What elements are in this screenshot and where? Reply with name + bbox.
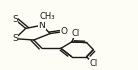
Text: S: S (12, 15, 18, 24)
Text: N: N (39, 21, 45, 30)
Text: O: O (60, 27, 67, 36)
Text: CH₃: CH₃ (40, 12, 55, 21)
Text: Cl: Cl (72, 29, 80, 38)
Text: S: S (12, 34, 18, 43)
Text: Cl: Cl (89, 59, 97, 68)
